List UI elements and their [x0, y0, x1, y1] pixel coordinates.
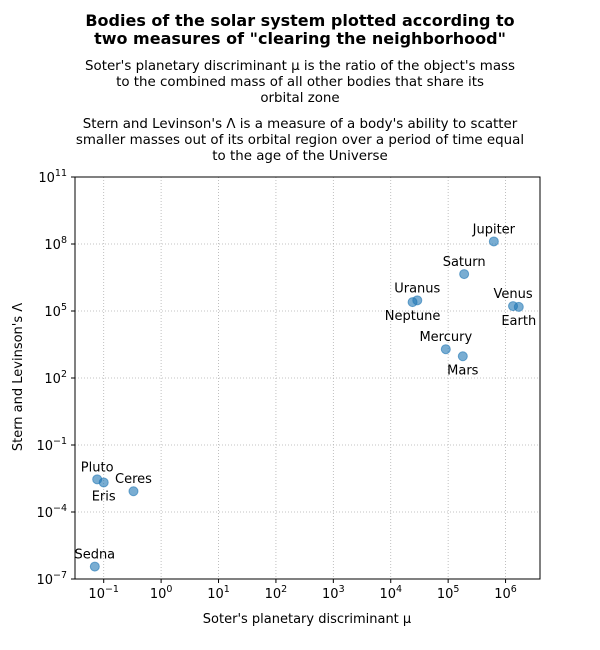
subtitle-soter: Soter's planetary discriminant μ is the … [0, 59, 600, 107]
point-eris [98, 477, 109, 488]
label-jupiter: Jupiter [472, 222, 516, 237]
label-ceres: Ceres [115, 472, 152, 487]
x-tick-label: 105 [437, 584, 460, 602]
x-tick-base: 10 [150, 587, 167, 602]
y-tick-label: 102 [44, 369, 67, 387]
y-tick-base: 10 [36, 506, 53, 521]
subtitle-soter-line-3: orbital zone [260, 91, 340, 106]
x-tick-base: 10 [322, 587, 339, 602]
y-tick-exponent: −7 [53, 570, 67, 581]
x-tick-label: 106 [494, 584, 517, 602]
point-jupiter [488, 236, 499, 247]
y-tick-base: 10 [44, 372, 61, 387]
label-venus: Venus [493, 287, 532, 302]
y-tick-base: 10 [38, 171, 55, 186]
y-tick-base: 10 [36, 573, 53, 588]
subtitle-stern-levinson: Stern and Levinson's Λ is a measure of a… [0, 117, 600, 165]
subtitle-stern-line-2: smaller masses out of its orbital region… [75, 133, 525, 148]
y-tick-label: 1011 [38, 168, 67, 186]
label-mercury: Mercury [419, 330, 472, 345]
subtitle-stern-line-1: Stern and Levinson's Λ is a measure of a… [82, 117, 518, 132]
x-tick-base: 10 [437, 587, 454, 602]
x-tick-exponent: 3 [339, 584, 345, 595]
y-axis-label: Stern and Levinson's Λ [11, 303, 26, 451]
y-tick-label: 10−1 [36, 436, 67, 454]
label-earth: Earth [501, 314, 536, 329]
x-tick-label: 100 [150, 584, 173, 602]
y-tick-base: 10 [44, 305, 61, 320]
x-tick-base: 10 [379, 587, 396, 602]
x-tick-exponent: 0 [166, 584, 172, 595]
x-tick-exponent: 4 [396, 584, 402, 595]
x-tick-label: 101 [207, 584, 230, 602]
point-mercury [440, 344, 451, 355]
x-tick-base: 10 [207, 587, 224, 602]
y-tick-label: 10−7 [36, 570, 67, 588]
y-tick-label: 108 [44, 235, 67, 253]
y-tick-exponent: 2 [61, 369, 67, 380]
label-uranus: Uranus [394, 281, 440, 296]
x-tick-label: 10−1 [88, 584, 119, 602]
x-tick-label: 104 [379, 584, 402, 602]
chart-title-line-1: Bodies of the solar system plotted accor… [85, 11, 515, 30]
x-tick-label: 103 [322, 584, 345, 602]
label-saturn: Saturn [443, 255, 486, 270]
x-tick-exponent: 2 [281, 584, 287, 595]
subtitle-stern-line-3: to the age of the Universe [212, 149, 388, 164]
y-tick-base: 10 [44, 238, 61, 253]
point-ceres [128, 486, 139, 497]
x-tick-base: 10 [265, 587, 282, 602]
point-saturn [459, 269, 470, 280]
label-neptune: Neptune [385, 309, 441, 324]
x-tick-label: 102 [265, 584, 288, 602]
label-eris: Eris [92, 489, 116, 504]
label-pluto: Pluto [81, 460, 114, 475]
point-neptune [407, 297, 418, 308]
x-tick-exponent: 1 [224, 584, 230, 595]
x-tick-exponent: 6 [511, 584, 517, 595]
subtitle-soter-line-2: to the combined mass of all other bodies… [116, 75, 484, 90]
y-tick-exponent: −1 [53, 436, 67, 447]
x-tick-exponent: 5 [453, 584, 459, 595]
y-tick-label: 105 [44, 302, 67, 320]
data-points [89, 236, 524, 572]
x-axis-ticks: 10−1 100 101 102 103 104 105 106 [88, 579, 517, 602]
y-tick-exponent: 5 [61, 302, 67, 313]
label-sedna: Sedna [74, 548, 115, 563]
point-earth [513, 301, 524, 312]
y-tick-exponent: −4 [53, 503, 67, 514]
y-tick-label: 10−4 [36, 503, 67, 521]
x-tick-base: 10 [88, 587, 105, 602]
subtitle-soter-line-1: Soter's planetary discriminant μ is the … [85, 59, 515, 74]
label-mars: Mars [447, 363, 479, 378]
chart-title-line-2: two measures of "clearing the neighborho… [94, 29, 506, 48]
point-sedna [89, 561, 100, 572]
x-axis-label: Soter's planetary discriminant μ [203, 612, 411, 627]
y-tick-base: 10 [36, 439, 53, 454]
x-tick-base: 10 [494, 587, 511, 602]
x-tick-exponent: −1 [105, 584, 119, 595]
point-mars [457, 351, 468, 362]
y-tick-exponent: 11 [55, 168, 67, 179]
y-tick-exponent: 8 [61, 235, 67, 246]
chart-title: Bodies of the solar system plotted accor… [0, 12, 600, 48]
